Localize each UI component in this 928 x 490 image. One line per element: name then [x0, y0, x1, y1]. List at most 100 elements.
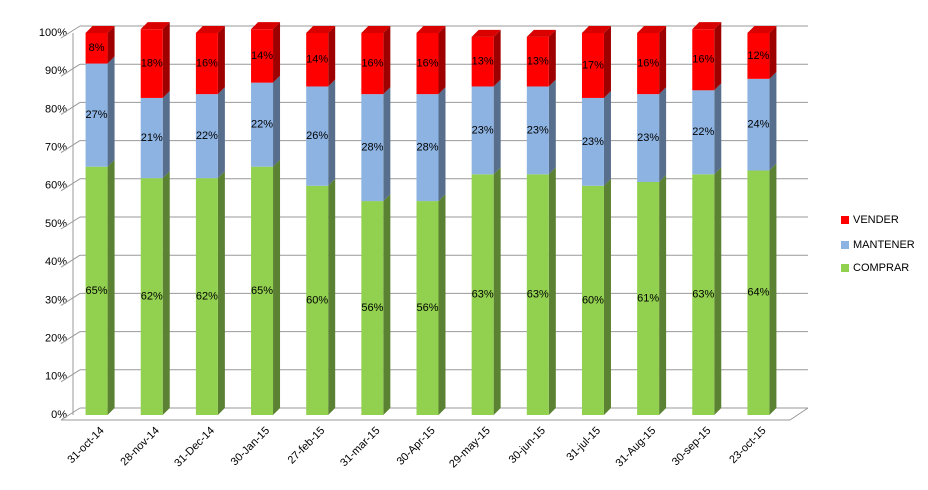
- bar-top: [637, 26, 667, 33]
- y-tick-label: 90%: [45, 65, 67, 77]
- x-tick-label: 31-mar-15: [338, 425, 382, 469]
- bar-side: [659, 87, 667, 182]
- x-tick-label: 29-may-15: [447, 425, 493, 471]
- bar: [140, 97, 163, 179]
- bar-side: [659, 174, 667, 415]
- grid-line-depth: [60, 369, 81, 383]
- y-tick-label: 10%: [45, 371, 67, 383]
- value-label: 62%: [141, 290, 163, 302]
- bar: [140, 178, 163, 415]
- y-tick-label: 30%: [45, 294, 67, 306]
- bar-side: [493, 167, 501, 415]
- bar-side: [548, 167, 556, 415]
- bar: [361, 33, 384, 95]
- bar: [637, 94, 660, 182]
- bar-side: [714, 167, 722, 415]
- value-label: 16%: [196, 57, 218, 69]
- value-label: 56%: [361, 302, 383, 314]
- bar: [416, 201, 439, 415]
- bar-side: [383, 194, 391, 415]
- bar-top: [692, 22, 722, 30]
- bar: [85, 166, 108, 415]
- legend-swatch: [841, 216, 849, 224]
- value-label: 8%: [89, 42, 105, 54]
- bar: [526, 86, 549, 175]
- bar: [85, 63, 108, 167]
- x-tick-label: 30-Jan-15: [229, 425, 273, 469]
- x-tick-label: 30-sep-15: [670, 425, 714, 469]
- floor-edge: [789, 407, 809, 421]
- bar-side: [493, 29, 501, 87]
- value-label: 28%: [361, 142, 383, 154]
- value-label: 56%: [416, 302, 438, 314]
- y-tick-label: 60%: [45, 180, 67, 192]
- bar-top: [140, 22, 170, 30]
- x-tick-label: 30-Apr-15: [395, 425, 438, 468]
- grid-line-depth: [60, 25, 81, 39]
- value-label: 28%: [416, 142, 438, 154]
- bar: [692, 90, 715, 175]
- value-label: 22%: [692, 126, 714, 138]
- x-tick-label: 31-Dec-14: [172, 425, 217, 470]
- grid-line-depth: [60, 331, 81, 345]
- bar-side: [438, 87, 446, 202]
- value-label: 23%: [527, 124, 549, 136]
- x-tick-label: 31-Aug-15: [613, 425, 658, 470]
- bar-side: [769, 71, 777, 171]
- bar: [251, 82, 274, 167]
- bar: [361, 201, 384, 415]
- bar: [471, 86, 494, 175]
- bar-top: [85, 26, 115, 33]
- legend-label: MANTENER: [853, 239, 915, 251]
- bar-side: [438, 194, 446, 415]
- value-label: 23%: [637, 132, 659, 144]
- value-label: 14%: [306, 54, 328, 66]
- bar-side: [217, 26, 225, 95]
- bar-top: [747, 26, 777, 33]
- value-label: 65%: [251, 285, 273, 297]
- grid-line-depth: [60, 140, 81, 154]
- value-label: 14%: [251, 50, 273, 62]
- bar-side: [383, 87, 391, 202]
- value-label: 26%: [306, 130, 328, 142]
- bar: [416, 94, 439, 202]
- bar-side: [162, 171, 170, 415]
- value-label: 23%: [472, 124, 494, 136]
- value-label: 16%: [416, 57, 438, 69]
- bar-top: [471, 29, 501, 37]
- grid-line-depth: [60, 407, 81, 421]
- bar: [85, 33, 108, 64]
- bar: [581, 185, 604, 415]
- bar: [306, 185, 329, 415]
- value-label: 63%: [692, 289, 714, 301]
- x-tick-label: 27-feb-15: [286, 425, 328, 467]
- grid-line-depth: [60, 63, 81, 77]
- value-label: 18%: [141, 57, 163, 69]
- bar: [747, 33, 770, 79]
- bar-side: [603, 26, 611, 98]
- value-label: 62%: [196, 290, 218, 302]
- bar: [747, 78, 770, 171]
- y-tick-label: 40%: [45, 256, 67, 268]
- legend-label: COMPRAR: [853, 262, 909, 274]
- bar: [637, 33, 660, 95]
- value-label: 27%: [86, 109, 108, 121]
- legend-swatch: [841, 264, 849, 272]
- bar: [637, 181, 660, 415]
- bar: [195, 94, 218, 179]
- bar-side: [217, 171, 225, 415]
- bar: [140, 29, 163, 98]
- y-tick-label: 100%: [39, 27, 67, 39]
- x-tick-label: 31-jul-15: [564, 425, 603, 464]
- bar-side: [328, 178, 336, 415]
- value-label: 63%: [472, 289, 494, 301]
- value-label: 61%: [637, 292, 659, 304]
- bar: [416, 33, 439, 95]
- bar: [195, 33, 218, 95]
- value-label: 13%: [527, 56, 549, 68]
- bar-side: [162, 22, 170, 98]
- grid-line-depth: [60, 216, 81, 230]
- bar-side: [328, 79, 336, 186]
- bar-side: [493, 79, 501, 175]
